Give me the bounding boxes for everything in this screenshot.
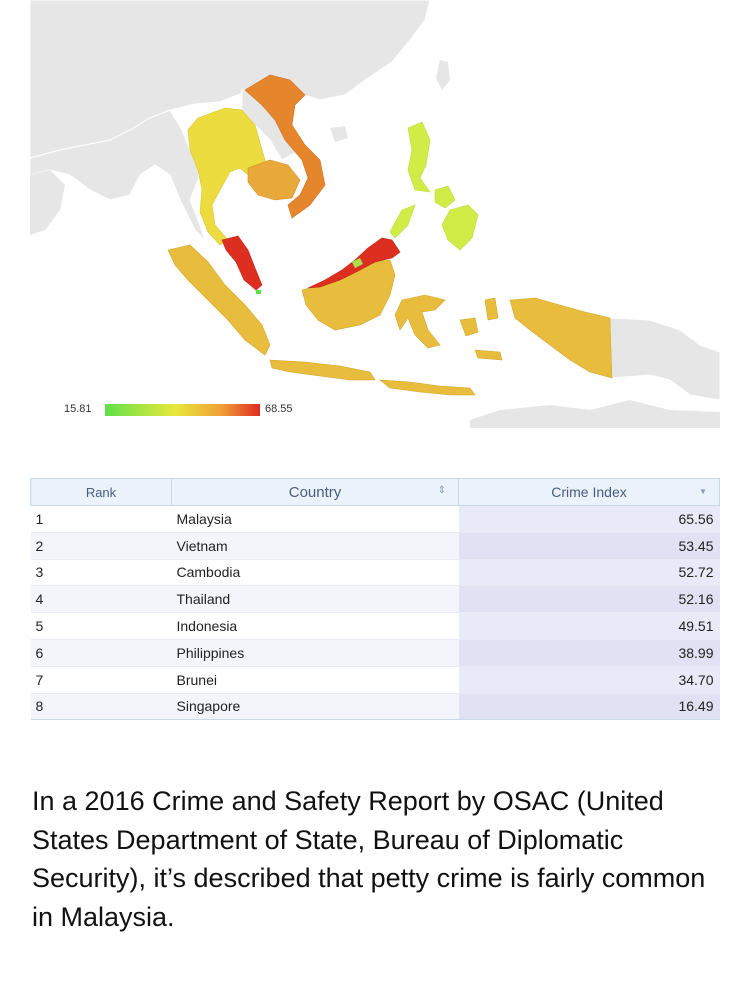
crime-index-table: Rank Country ⇕ Crime Index ▼ 1 Malaysia … <box>30 478 720 721</box>
region-indonesia-nusa <box>379 379 476 396</box>
rank-header-label: Rank <box>85 484 117 500</box>
rank-cell: 7 <box>30 666 172 694</box>
country-cell: Brunei <box>171 666 459 694</box>
sort-descending-icon[interactable]: ▼ <box>699 487 707 496</box>
crime-index-cell: 52.16 <box>458 585 720 614</box>
legend-min-label: 15.81 <box>64 403 92 415</box>
crime-index-map: 15.81 68.55 <box>30 0 720 428</box>
rank-column-header[interactable]: Rank <box>30 478 172 506</box>
table-row[interactable]: 7 Brunei 34.70 <box>30 666 720 694</box>
table-row[interactable]: 3 Cambodia 52.72 <box>30 559 720 587</box>
rank-cell: 5 <box>30 612 172 640</box>
table-header-row: Rank Country ⇕ Crime Index ▼ <box>30 478 720 506</box>
region-singapore <box>256 290 261 294</box>
crime-index-cell: 53.45 <box>458 532 720 560</box>
article-paragraph: In a 2016 Crime and Safety Report by OSA… <box>32 786 706 932</box>
crime-index-cell: 16.49 <box>458 693 720 721</box>
land-taiwan <box>436 60 450 90</box>
rank-cell: 8 <box>30 693 172 721</box>
sort-updown-icon[interactable]: ⇕ <box>437 485 446 496</box>
rank-cell: 2 <box>30 532 172 560</box>
region-brunei <box>352 258 363 268</box>
land-myanmar <box>30 109 206 241</box>
table-row[interactable]: 4 Thailand 52.16 <box>30 585 720 614</box>
land-australia <box>470 400 720 428</box>
region-malaysia-peninsular <box>221 235 263 291</box>
crime-index-column-header[interactable]: Crime Index ▼ <box>458 478 720 506</box>
table-row[interactable]: 5 Indonesia 49.51 <box>30 612 720 640</box>
country-header-label: Country <box>288 483 342 501</box>
crime-index-cell: 38.99 <box>458 639 720 667</box>
country-cell: Vietnam <box>171 532 459 560</box>
rank-cell: 4 <box>30 585 172 614</box>
map-svg <box>30 0 720 428</box>
crime-index-header-label: Crime Index <box>551 484 627 500</box>
country-cell: Malaysia <box>171 505 459 533</box>
country-cell: Thailand <box>171 585 459 614</box>
legend-max-label: 68.55 <box>265 403 293 415</box>
table-row[interactable]: 8 Singapore 16.49 <box>30 693 720 721</box>
country-cell: Singapore <box>171 693 459 721</box>
region-vietnam <box>244 74 326 219</box>
rank-cell: 1 <box>30 505 172 533</box>
legend-gradient-bar <box>105 404 260 416</box>
land-hainan <box>330 126 348 142</box>
table-row[interactable]: 1 Malaysia 65.56 <box>30 505 720 533</box>
country-column-header[interactable]: Country ⇕ <box>171 478 459 506</box>
rank-cell: 6 <box>30 639 172 667</box>
country-cell: Philippines <box>171 639 459 667</box>
table-row[interactable]: 2 Vietnam 53.45 <box>30 532 720 560</box>
crime-index-cell: 49.51 <box>458 612 720 640</box>
region-philippines <box>389 121 479 251</box>
region-indonesia-east <box>509 297 613 379</box>
land-png <box>609 317 720 401</box>
region-thailand <box>187 107 269 246</box>
region-indonesia-java <box>269 359 376 381</box>
crime-index-cell: 65.56 <box>458 505 720 533</box>
region-indonesia-sumatra <box>167 244 271 356</box>
country-cell: Indonesia <box>171 612 459 640</box>
country-cell: Cambodia <box>171 559 459 587</box>
crime-index-cell: 34.70 <box>458 666 720 694</box>
region-cambodia <box>247 159 301 201</box>
region-indonesia-sulawesi <box>394 294 446 349</box>
region-indonesia-moluccas <box>459 297 503 361</box>
rank-cell: 3 <box>30 559 172 587</box>
table-row[interactable]: 6 Philippines 38.99 <box>30 639 720 667</box>
land-india <box>30 170 65 235</box>
crime-index-cell: 52.72 <box>458 559 720 587</box>
